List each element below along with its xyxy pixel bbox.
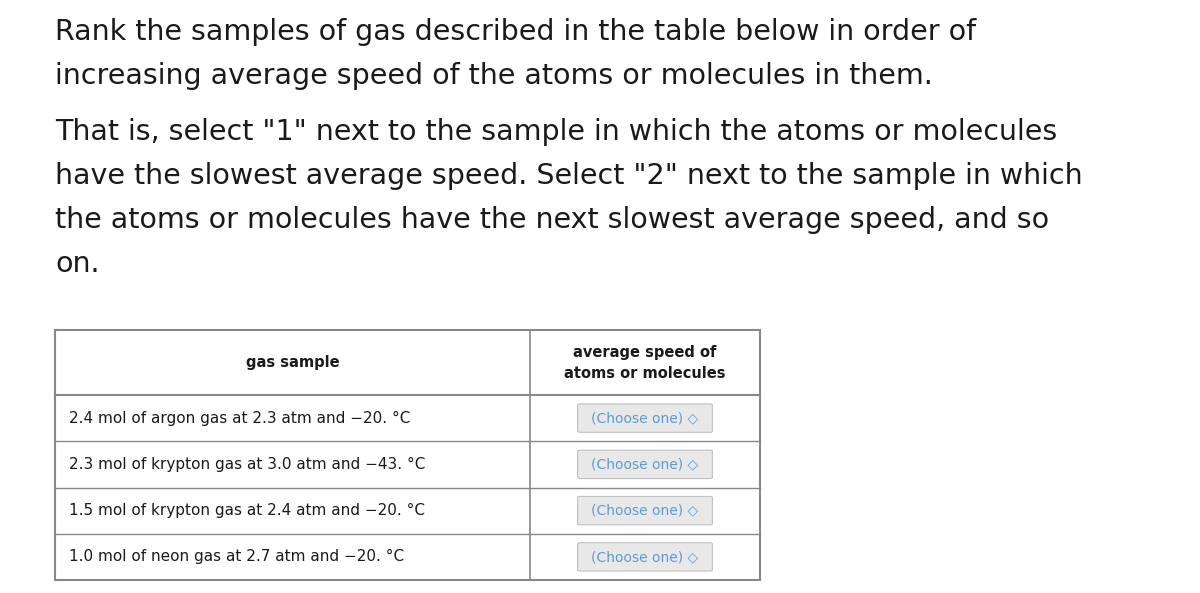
Text: Rank the samples of gas described in the table below in order of: Rank the samples of gas described in the… xyxy=(55,18,976,46)
Text: average speed of
atoms or molecules: average speed of atoms or molecules xyxy=(564,345,726,381)
Text: 2.3 mol of krypton gas at 3.0 atm and −43. °C: 2.3 mol of krypton gas at 3.0 atm and −4… xyxy=(70,457,426,472)
Text: have the slowest average speed. Select "2" next to the sample in which: have the slowest average speed. Select "… xyxy=(55,162,1082,190)
Text: (Choose one) ◇: (Choose one) ◇ xyxy=(592,550,698,564)
Text: That is, select "1" next to the sample in which the atoms or molecules: That is, select "1" next to the sample i… xyxy=(55,118,1057,146)
Text: (Choose one) ◇: (Choose one) ◇ xyxy=(592,411,698,425)
Text: gas sample: gas sample xyxy=(246,355,340,370)
Text: on.: on. xyxy=(55,250,100,278)
Text: 1.0 mol of neon gas at 2.7 atm and −20. °C: 1.0 mol of neon gas at 2.7 atm and −20. … xyxy=(70,549,404,565)
Text: the atoms or molecules have the next slowest average speed, and so: the atoms or molecules have the next slo… xyxy=(55,206,1049,234)
Text: 1.5 mol of krypton gas at 2.4 atm and −20. °C: 1.5 mol of krypton gas at 2.4 atm and −2… xyxy=(70,503,425,518)
Text: (Choose one) ◇: (Choose one) ◇ xyxy=(592,503,698,518)
Text: (Choose one) ◇: (Choose one) ◇ xyxy=(592,457,698,471)
Text: 2.4 mol of argon gas at 2.3 atm and −20. °C: 2.4 mol of argon gas at 2.3 atm and −20.… xyxy=(70,410,410,426)
Text: increasing average speed of the atoms or molecules in them.: increasing average speed of the atoms or… xyxy=(55,62,932,90)
